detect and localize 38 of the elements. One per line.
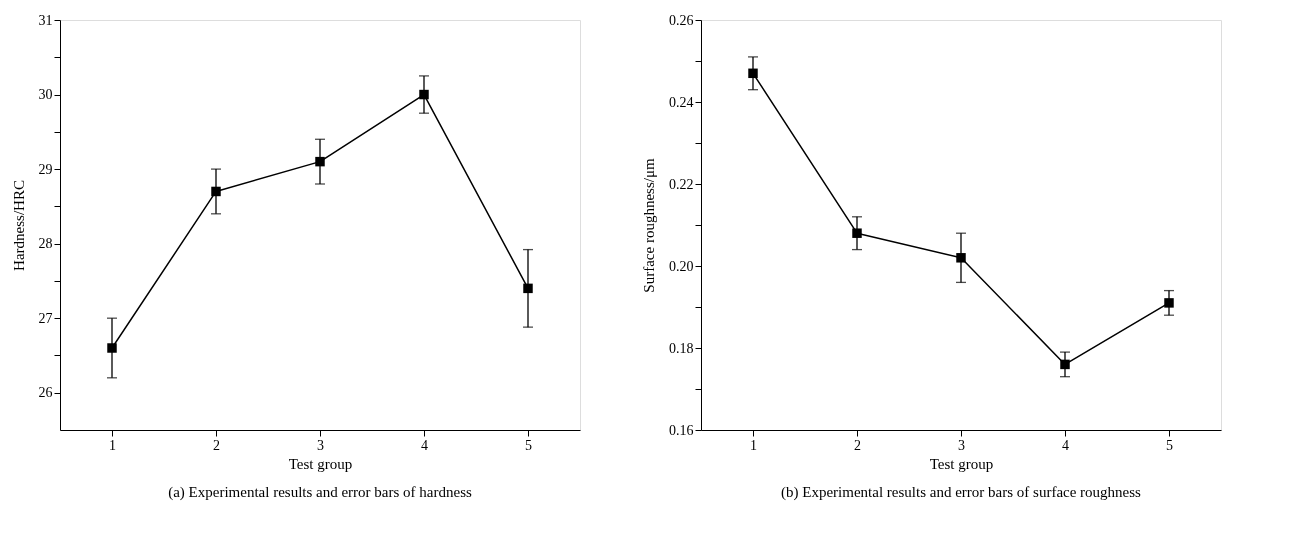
y-tick-label: 31 <box>38 12 53 28</box>
y-tick-label: 0.26 <box>669 12 694 28</box>
point <box>419 89 429 100</box>
x-tick-label: 3 <box>958 437 965 453</box>
point <box>315 156 325 167</box>
x-tick-label: 5 <box>525 437 532 453</box>
y-tick-label: 30 <box>38 87 53 103</box>
y-tick-label: 0.22 <box>669 176 694 192</box>
x-tick-label: 2 <box>854 437 861 453</box>
x-tick-label: 1 <box>750 437 757 453</box>
point <box>211 186 221 197</box>
text: (a) Experimental results and error bars of hardness <box>168 484 472 501</box>
y-tick-label: 0.18 <box>669 340 694 356</box>
y-tick-label: 0.20 <box>669 258 694 274</box>
point <box>107 343 117 353</box>
y-tick-label: 0.24 <box>669 94 694 110</box>
x-tick-label: 1 <box>109 437 116 453</box>
point <box>748 68 758 79</box>
point <box>956 253 966 263</box>
x-tick-label: 3 <box>317 437 324 453</box>
point <box>852 228 862 238</box>
x-tick-label: 4 <box>1062 437 1069 453</box>
x-tick-label: 4 <box>421 437 428 453</box>
point <box>1164 298 1174 308</box>
x-axis-title: Test group <box>288 455 353 472</box>
y-tick-label: 0.16 <box>669 422 694 438</box>
x-axis-title: Test group <box>929 455 994 472</box>
y-tick-label: 27 <box>38 310 53 326</box>
y-tick-label: 26 <box>38 385 53 401</box>
y-tick-label: 28 <box>38 236 53 252</box>
point <box>523 283 533 294</box>
text: (b) Experimental results and error bars of surface roughness <box>781 484 1142 501</box>
x-tick-label: 2 <box>213 437 220 453</box>
point <box>1060 359 1070 370</box>
x-tick-label: 5 <box>1166 437 1173 453</box>
y-tick-label: 29 <box>38 161 53 177</box>
y-axis-title: Hardness/HRC <box>10 180 27 271</box>
y-axis-title: Surface roughness/μm <box>641 158 657 293</box>
